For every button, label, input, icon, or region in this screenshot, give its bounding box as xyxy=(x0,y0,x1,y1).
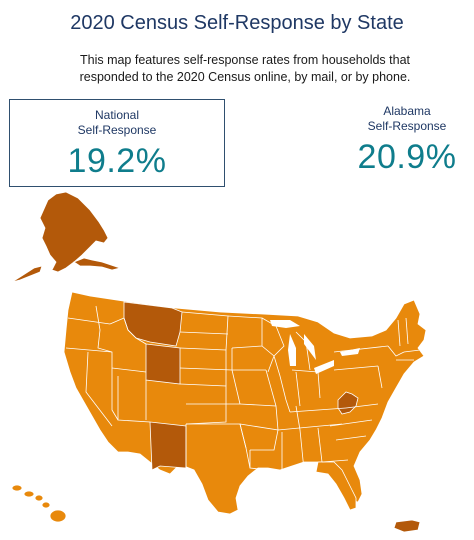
state-hawaii[interactable] xyxy=(11,484,67,523)
subtitle-line-2: responded to the 2020 Census online, by … xyxy=(79,70,411,84)
national-value: 19.2% xyxy=(67,142,167,180)
state-label-line-2: Self-Response xyxy=(367,119,447,133)
state-label: Alabama Self-Response xyxy=(340,104,474,134)
page-subtitle: This map features self-response rates fr… xyxy=(40,52,450,86)
page-title: 2020 Census Self-Response by State xyxy=(70,12,404,34)
state-stat-card: Alabama Self-Response 20.9% xyxy=(340,104,474,177)
national-label: National Self-Response xyxy=(10,108,224,138)
national-stat-card: National Self-Response 19.2% xyxy=(9,99,225,187)
state-value: 20.9% xyxy=(357,138,457,176)
territory-puerto-rico[interactable] xyxy=(393,519,421,533)
state-borders xyxy=(65,305,421,476)
national-label-line-2: Self-Response xyxy=(77,123,157,137)
great-lakes xyxy=(270,320,360,374)
state-new-mexico[interactable] xyxy=(149,421,187,471)
national-label-line-1: National xyxy=(94,108,140,122)
state-alaska[interactable] xyxy=(11,191,122,283)
subtitle-line-1: This map features self-response rates fr… xyxy=(79,53,411,67)
state-wyoming[interactable] xyxy=(145,343,181,385)
state-label-line-1: Alabama xyxy=(383,104,431,118)
